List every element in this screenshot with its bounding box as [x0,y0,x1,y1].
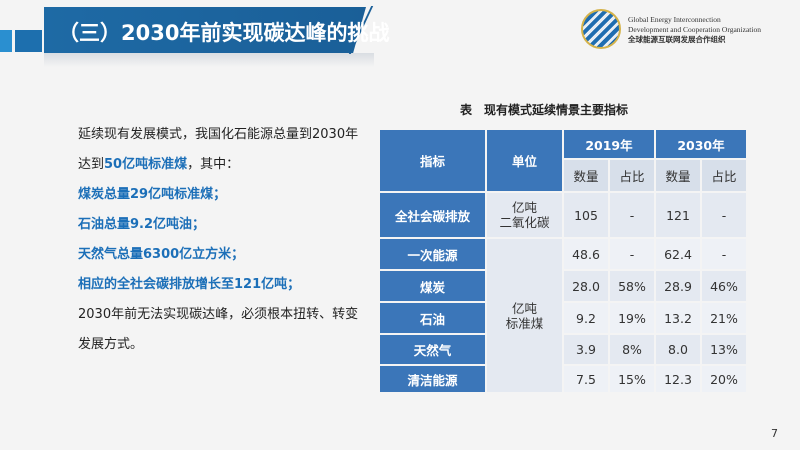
cell-s19: 15% [608,364,656,394]
bullet-item: 石油总量9.2亿吨油； [78,217,206,232]
table-row: 全社会碳排放 亿吨 二氧化碳 105-121- [378,191,748,239]
cell-q19: 48.6 [562,237,610,271]
row-indicator: 煤炭 [378,269,487,303]
org-name: Global Energy Interconnection Developmen… [628,15,761,45]
table-caption: 表 现有模式延续情景主要指标 [460,103,629,117]
row-unit: 亿吨 二氧化碳 [485,191,564,239]
table-row: 石油 9.2 19% 13.2 21% [378,301,748,335]
org-name-en-1: Global Energy Interconnection [628,15,721,24]
paragraph: 2030年前无法实现碳达峰，必须根本扭转、转变发展方式。 [78,307,359,352]
cell-q19: 28.0 [562,269,610,303]
cell-s19: 8% [608,333,656,366]
cell-s30: 20% [700,364,748,394]
row-indicator: 全社会碳排放 [378,191,487,239]
cell-q30: 62.4 [654,237,702,271]
table-row: 煤炭 28.0 58% 28.9 46% [378,269,748,303]
cell-q30: 12.3 [654,364,702,394]
cell-s30: - [700,237,748,271]
header-unit: 单位 [485,128,564,193]
header-2030: 2030年 [654,128,748,160]
row-indicator: 清洁能源 [378,364,487,394]
row-indicator: 一次能源 [378,237,487,271]
header-qty: 数量 [562,158,610,193]
cell-s19: 19% [608,301,656,335]
cell-q30: 13.2 [654,301,702,335]
cell-q19: 9.2 [562,301,610,335]
indicator-table: 指标 单位 2019年 2030年 数量 占比 数量 占比 全社会碳排放 亿吨 二… [378,128,748,394]
bullet-item: 天然气总量6300亿立方米； [78,247,245,262]
header-qty: 数量 [654,158,702,193]
page-number: 7 [771,427,778,440]
cell-q19: 3.9 [562,333,610,366]
title-bar [44,7,366,53]
table-row: 清洁能源 7.5 15% 12.3 20% [378,364,748,394]
slide-title: （三）2030年前实现碳达峰的挑战 [58,21,390,45]
globe-logo-icon [581,9,621,49]
table-row: 一次能源 亿吨 标准煤 48.6-62.4- [378,237,748,394]
org-name-cn: 全球能源互联网发展合作组织 [628,35,726,44]
row-unit: 亿吨 标准煤 [485,237,564,394]
cell-s30: 21% [700,301,748,335]
cell-s19: - [608,237,656,271]
bullet-item: 煤炭总量29亿吨标准煤； [78,187,227,202]
cell-q30: 28.9 [654,269,702,303]
table-row: 天然气 3.9 8% 8.0 13% [378,333,748,366]
cell-q30: 8.0 [654,333,702,366]
cell-s19: 58% [608,269,656,303]
accent-block [0,30,12,52]
header-indicator: 指标 [378,128,487,193]
header-2019: 2019年 [562,128,656,160]
row-indicator: 天然气 [378,333,487,366]
title-shadow [44,53,374,67]
bullet-item: 相应的全社会碳排放增长至121亿吨； [78,277,301,292]
cell-q30: 121 [654,191,702,239]
row-indicator: 石油 [378,301,487,335]
paragraph: 延续现有发展模式，我国化石能源总量到2030年达到50亿吨标准煤，其中： [78,127,359,172]
cell-s30: 46% [700,269,748,303]
accent-block [15,30,42,52]
cell-s30: - [700,191,748,239]
cell-s19: - [608,191,656,239]
cell-q19: 7.5 [562,364,610,394]
header-share: 占比 [700,158,748,193]
header-share: 占比 [608,158,656,193]
cell-q19: 105 [562,191,610,239]
cell-s30: 13% [700,333,748,366]
body-text: 延续现有发展模式，我国化石能源总量到2030年达到50亿吨标准煤，其中： 煤炭总… [48,120,368,360]
org-name-en-2: Development and Cooperation Organization [628,25,761,34]
